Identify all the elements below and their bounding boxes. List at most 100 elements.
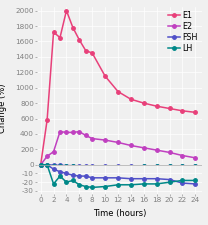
LH (84, 185, 87, 188)
E2 (46, 68, 48, 70)
Line: E2: E2 (39, 130, 197, 166)
E2 (194, 156, 197, 159)
FSH (91, 164, 93, 167)
E2 (194, 85, 197, 88)
Text: Change (%): Change (%) (0, 83, 7, 133)
E1 (52, 31, 55, 34)
FSH (39, 163, 42, 166)
E2 (91, 137, 93, 140)
Line: E2: E2 (39, 0, 197, 166)
E2 (117, 141, 119, 144)
FSH (117, 176, 119, 179)
E2 (155, 0, 158, 1)
LH (104, 185, 106, 188)
E2 (181, 59, 184, 62)
FSH (84, 164, 87, 167)
FSH (181, 165, 184, 168)
LH (194, 179, 197, 182)
E1 (194, 111, 197, 114)
FSH (130, 177, 132, 180)
LH (84, 165, 87, 168)
Line: FSH: FSH (39, 163, 197, 168)
FSH (142, 165, 145, 167)
E2 (155, 149, 158, 151)
LH (142, 165, 145, 168)
E2 (39, 163, 42, 166)
LH (78, 183, 80, 186)
FSH (65, 164, 68, 167)
E2 (39, 163, 42, 166)
E2 (46, 155, 48, 158)
E1 (59, 36, 61, 39)
FSH (72, 174, 74, 177)
E1 (72, 26, 74, 29)
FSH (104, 164, 106, 167)
E2 (59, 130, 61, 133)
FSH (72, 164, 74, 167)
FSH (91, 176, 93, 179)
LH (65, 181, 68, 184)
FSH (194, 165, 197, 168)
FSH (39, 163, 42, 166)
FSH (142, 177, 145, 180)
FSH (52, 164, 55, 166)
LH (168, 165, 171, 168)
LH (78, 165, 80, 168)
LH (181, 179, 184, 182)
E2 (84, 134, 87, 137)
X-axis label: Time (hours): Time (hours) (93, 209, 146, 218)
FSH (168, 178, 171, 181)
LH (39, 163, 42, 166)
LH (117, 165, 119, 168)
E1 (104, 75, 106, 77)
E2 (168, 24, 171, 27)
LH (130, 165, 132, 168)
Legend: E1, E2, FSH, LH: E1, E2, FSH, LH (168, 11, 198, 53)
E2 (52, 150, 55, 153)
E2 (130, 144, 132, 147)
Line: LH: LH (39, 163, 197, 169)
LH (46, 163, 48, 166)
LH (181, 165, 184, 167)
FSH (194, 182, 197, 185)
LH (155, 182, 158, 185)
E2 (65, 131, 68, 134)
FSH (155, 165, 158, 167)
FSH (65, 172, 68, 175)
E1 (130, 98, 132, 101)
FSH (78, 175, 80, 178)
Line: LH: LH (39, 163, 197, 189)
E2 (181, 154, 184, 157)
LH (65, 165, 68, 168)
LH (168, 181, 171, 184)
LH (59, 164, 61, 167)
FSH (104, 176, 106, 179)
Line: E1: E1 (39, 0, 197, 166)
E1 (142, 102, 145, 104)
LH (72, 165, 74, 167)
E1 (117, 90, 119, 93)
LH (104, 165, 106, 168)
FSH (84, 175, 87, 178)
LH (194, 165, 197, 167)
LH (155, 165, 158, 168)
E1 (168, 107, 171, 110)
FSH (59, 164, 61, 167)
Line: E1: E1 (39, 9, 197, 166)
E2 (168, 151, 171, 154)
E1 (39, 163, 42, 166)
FSH (52, 168, 55, 171)
LH (39, 163, 42, 166)
E1 (39, 163, 42, 166)
E1 (84, 49, 87, 52)
E2 (142, 146, 145, 149)
LH (91, 186, 93, 189)
FSH (155, 177, 158, 180)
LH (46, 163, 48, 166)
E1 (155, 105, 158, 108)
FSH (59, 170, 61, 173)
FSH (117, 164, 119, 167)
FSH (46, 163, 48, 166)
LH (117, 183, 119, 186)
LH (59, 175, 61, 178)
